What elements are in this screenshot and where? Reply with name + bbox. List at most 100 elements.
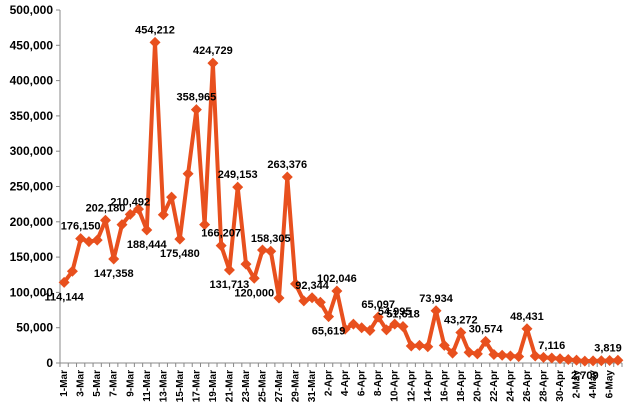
data-point	[256, 244, 268, 256]
y-tick-label: 350,000	[10, 109, 54, 123]
data-point	[190, 104, 202, 116]
x-tick-label: 31-Mar	[307, 370, 318, 402]
data-point	[347, 318, 359, 330]
data-point	[595, 355, 607, 367]
x-tick-label: 12-Apr	[406, 370, 417, 402]
data-point	[99, 214, 111, 226]
data-point	[529, 350, 541, 362]
x-tick-label: 23-Mar	[241, 370, 252, 402]
data-point	[554, 353, 566, 365]
data-point	[504, 350, 516, 362]
x-tick-label: 5-Mar	[92, 370, 103, 397]
data-point	[488, 349, 500, 361]
data-label: 114,144	[45, 291, 85, 303]
x-tick-label: 26-Apr	[522, 370, 533, 402]
data-point	[124, 208, 136, 220]
x-tick-label: 16-Apr	[439, 370, 450, 402]
data-point	[248, 272, 260, 284]
data-point	[108, 253, 120, 265]
x-tick-label: 24-Apr	[505, 370, 516, 402]
data-label: 30,574	[469, 323, 504, 335]
y-tick-label: 200,000	[10, 215, 54, 229]
x-tick-label: 3-Mar	[76, 370, 87, 397]
data-label: 176,150	[61, 221, 101, 233]
data-point	[612, 354, 624, 366]
data-point	[75, 233, 87, 245]
data-point	[414, 339, 426, 351]
x-tick-label: 14-Apr	[423, 370, 434, 402]
data-point	[232, 181, 244, 193]
data-point	[58, 276, 70, 288]
x-tick-label: 25-Mar	[257, 370, 268, 402]
x-tick-label: 30-Apr	[555, 370, 566, 402]
x-tick-label: 21-Mar	[224, 370, 235, 402]
data-label: 158,305	[251, 233, 291, 245]
y-tick-label: 400,000	[10, 74, 54, 88]
x-tick-label: 15-Mar	[175, 370, 186, 402]
data-label: 424,729	[193, 45, 233, 57]
data-point	[372, 311, 384, 323]
data-label: 43,272	[444, 314, 478, 326]
data-point	[397, 321, 409, 333]
x-tick-label: 18-Apr	[456, 370, 467, 402]
data-point	[306, 292, 318, 304]
series-markers	[58, 36, 624, 367]
data-point	[133, 203, 145, 215]
data-point	[281, 171, 293, 183]
data-point	[571, 354, 583, 366]
data-point	[562, 353, 574, 365]
data-point	[298, 295, 310, 307]
x-tick-label: 6-May	[605, 370, 616, 399]
x-axis-ticks: 1-Mar 3-Mar 5-Mar 7-Mar 9-Mar 11-Mar 13-Mar 15-…	[59, 363, 623, 402]
data-label: 92,344	[295, 280, 330, 292]
x-tick-label: 11-Mar	[142, 370, 153, 402]
y-tick-label: 0	[46, 356, 53, 370]
x-tick-label: 20-Apr	[472, 370, 483, 402]
data-label: 188,444	[127, 239, 168, 251]
data-label: 7,116	[538, 340, 565, 352]
data-label: 249,153	[218, 169, 258, 181]
y-tick-label: 150,000	[10, 250, 54, 264]
data-point	[215, 240, 227, 252]
data-point	[447, 347, 459, 359]
data-point	[579, 355, 591, 367]
data-point	[339, 323, 351, 335]
data-label: 120,000	[234, 287, 274, 299]
x-tick-label: 10-Apr	[390, 370, 401, 402]
x-tick-label: 13-Mar	[158, 370, 169, 402]
data-point	[199, 219, 211, 231]
x-tick-label: 2-Apr	[324, 370, 335, 396]
y-axis-ticks: 0 50,000 100,000 150,000 200,000 250,000 300,0…	[10, 3, 60, 370]
data-label: 263,376	[267, 159, 307, 171]
data-label: 65,097	[361, 299, 395, 311]
x-tick-label: 2-May	[572, 370, 583, 399]
data-point	[604, 355, 616, 367]
series-line	[62, 40, 618, 364]
data-point	[513, 351, 525, 363]
x-tick-label: 29-Mar	[291, 370, 302, 402]
data-point	[463, 346, 475, 358]
data-point	[389, 318, 401, 330]
data-point	[273, 292, 285, 304]
data-point	[405, 340, 417, 352]
x-tick-label: 22-Apr	[489, 370, 500, 402]
y-tick-label: 500,000	[10, 3, 54, 17]
data-point	[521, 323, 533, 335]
data-point	[323, 311, 335, 323]
data-point	[587, 355, 599, 367]
y-tick-label: 250,000	[10, 180, 54, 194]
data-label: 454,212	[135, 24, 175, 36]
data-point	[438, 339, 450, 351]
data-point	[207, 57, 219, 69]
data-point	[364, 325, 376, 337]
x-tick-label: 1-Mar	[59, 370, 70, 397]
data-label: 73,934	[419, 293, 454, 305]
y-tick-label: 100,000	[10, 285, 54, 299]
data-point	[314, 296, 326, 308]
data-point	[430, 305, 442, 317]
data-label: 147,358	[94, 268, 134, 280]
x-tick-label: 28-Apr	[538, 370, 549, 402]
data-label: 3,819	[594, 342, 622, 354]
